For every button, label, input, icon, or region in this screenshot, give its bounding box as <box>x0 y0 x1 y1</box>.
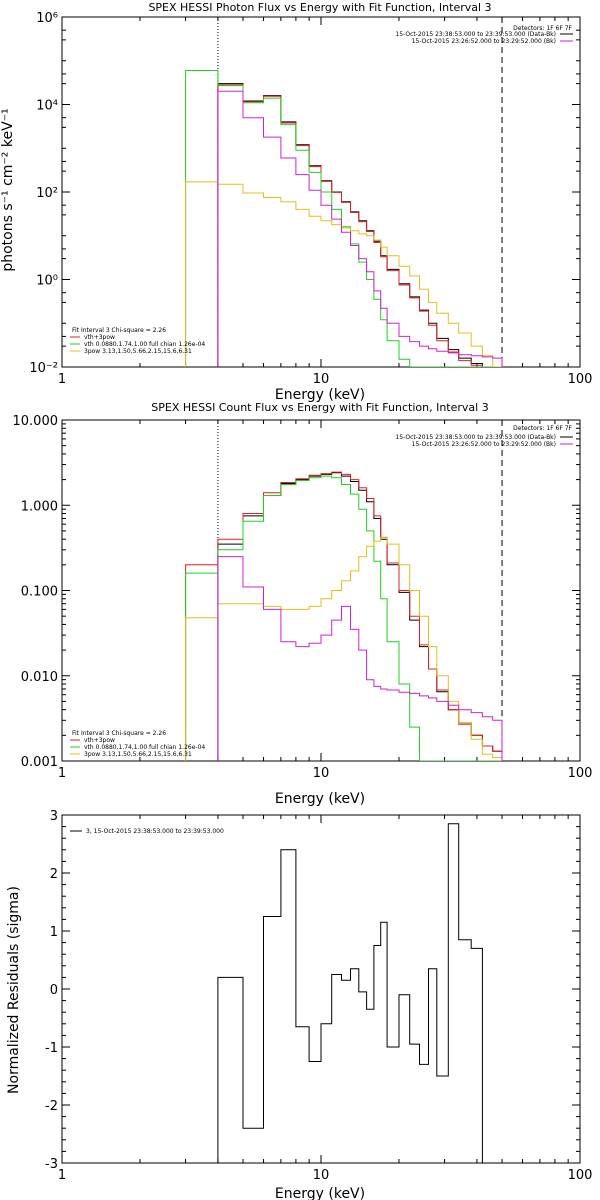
photon-flux-legend-header: Detectors: 1F 6F 7F <box>513 25 572 32</box>
y-tick-label: 1 <box>50 925 58 940</box>
fit-legend-entry: vth+3pow <box>84 737 115 744</box>
y-tick-label: 0 <box>50 983 58 998</box>
photon-flux-title: SPEX HESSI Photon Flux vs Energy with Fi… <box>148 1 491 14</box>
count-flux-x-axis-label: Energy (keV) <box>275 791 365 807</box>
fit-legend-entry: 3pow 3.13,1.50,5.66,2.15,15.6,6.31 <box>84 348 192 355</box>
y-tick-label: 10⁻² <box>29 361 58 376</box>
x-tick-label: 10 <box>313 1168 330 1183</box>
y-tick-label: -2 <box>45 1099 58 1114</box>
legend-entry: 15-Oct-2015 23:38:53.000 to 23:39:53.000… <box>395 31 556 38</box>
count-flux-title: SPEX HESSI Count Flux vs Energy with Fit… <box>151 401 488 414</box>
residuals-panel: Energy (keV) Normalized Residuals (sigma… <box>6 809 592 1200</box>
fit-legend-entry: vth 0.0880,1.74,1.00 full chian 1.26e-04 <box>84 744 205 751</box>
series-line-2 <box>185 70 502 367</box>
count-flux-panel: SPEX HESSI Count Flux vs Energy with Fit… <box>13 401 593 807</box>
y-tick-label: 2 <box>50 867 58 882</box>
y-tick-label: 1.000 <box>21 499 58 514</box>
series-line-1 <box>217 84 502 367</box>
count-flux-fit-header: Fit Interval 3 Chi-square = 2.26 <box>72 730 166 737</box>
y-tick-label: 10.000 <box>13 414 59 429</box>
legend-entry: 3, 15-Oct-2015 23:38:53.000 to 23:39:53.… <box>86 828 224 835</box>
series-line-0 <box>217 823 483 1163</box>
legend-entry: 15-Oct-2015 23:26:52.000 to 23:29:52.000… <box>412 38 556 45</box>
y-tick-label: 10⁰ <box>36 274 58 289</box>
photon-flux-panel: SPEX HESSI Photon Flux vs Energy with Fi… <box>0 1 592 403</box>
x-tick-label: 10 <box>313 372 330 387</box>
x-tick-label: 1 <box>58 1168 66 1183</box>
photon-flux-fit-header: Fit Interval 3 Chi-square = 2.26 <box>72 327 166 334</box>
x-tick-label: 100 <box>568 766 593 781</box>
series-line-1 <box>185 471 503 761</box>
y-tick-label: 0.001 <box>21 755 58 770</box>
series-group <box>217 823 483 1163</box>
y-tick-label: 0.100 <box>21 585 58 600</box>
y-tick-label: 10⁴ <box>36 99 58 114</box>
series-line-4 <box>217 90 503 367</box>
y-tick-label: 10⁶ <box>36 11 58 26</box>
series-group <box>185 70 503 367</box>
plot-frame <box>61 814 581 1164</box>
y-tick-label: -1 <box>45 1041 58 1056</box>
legend-entry: 15-Oct-2015 23:26:52.000 to 23:29:52.000… <box>412 441 556 448</box>
fit-legend-entry: 3pow 3.13,1.50,5.66,2.15,15.6,6.31 <box>84 751 192 758</box>
series-line-3 <box>185 536 503 761</box>
y-tick-label: -3 <box>45 1157 58 1172</box>
legend-entry: 15-Oct-2015 23:38:53.000 to 23:39:53.000… <box>395 434 556 441</box>
x-tick-label: 1 <box>58 372 66 387</box>
series-line-3 <box>185 181 502 367</box>
y-tick-label: 10² <box>36 186 58 201</box>
photon-flux-x-axis-label: Energy (keV) <box>275 387 365 403</box>
series-line-0 <box>217 83 502 367</box>
x-tick-label: 100 <box>568 372 593 387</box>
y-tick-label: 3 <box>50 809 58 824</box>
x-tick-label: 10 <box>313 766 330 781</box>
series-group <box>185 471 503 761</box>
photon-flux-y-axis-label: photons s⁻¹ cm⁻² keV⁻¹ <box>0 108 16 271</box>
residuals-x-axis-label: Energy (keV) <box>275 1186 365 1200</box>
y-tick-label: 0.010 <box>21 670 58 685</box>
series-line-4 <box>217 556 503 761</box>
x-tick-label: 100 <box>568 1168 593 1183</box>
series-line-0 <box>217 472 503 761</box>
fit-legend-entry: vth 0.0880,1.74,1.00 full chian 1.26e-04 <box>84 341 205 348</box>
residuals-y-axis-label: Normalized Residuals (sigma) <box>6 886 22 1094</box>
count-flux-legend-header: Detectors: 1F 6F 7F <box>513 425 572 432</box>
fit-legend-entry: vth+3pow <box>84 334 115 341</box>
x-tick-label: 1 <box>58 766 66 781</box>
series-line-2 <box>185 475 502 761</box>
